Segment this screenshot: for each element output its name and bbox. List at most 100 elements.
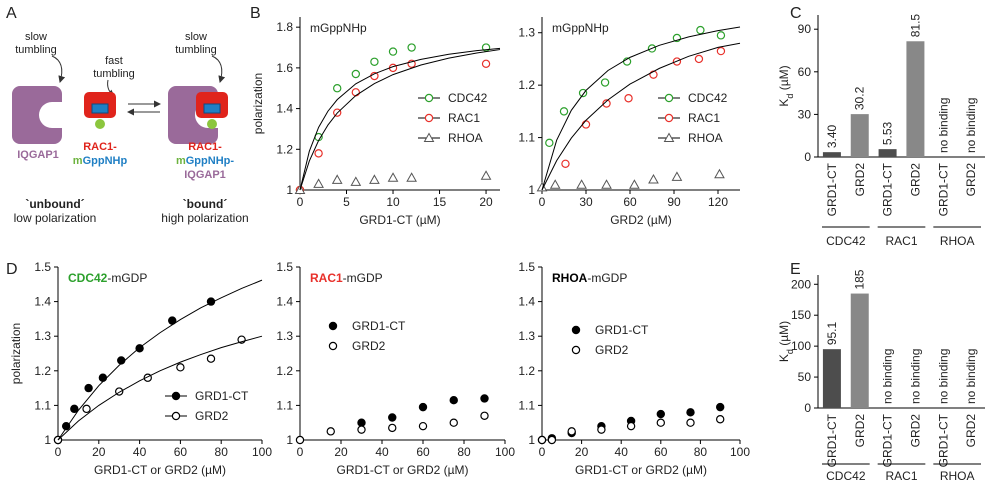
- y-axis-label: polarization: [251, 73, 265, 134]
- data-point: [597, 425, 606, 434]
- diagram-text: tumbling: [15, 44, 57, 56]
- data-point: [629, 179, 640, 189]
- y-tick-label: 1.4: [34, 295, 51, 309]
- chart-title: CDC42-mGDP: [68, 271, 147, 285]
- y-axis-label-part: d: [785, 349, 795, 354]
- diagram-text: fast: [105, 55, 123, 67]
- data-point: [350, 176, 362, 186]
- y-tick-label: 1: [286, 433, 293, 447]
- x-tick-label: GRD2: [964, 414, 978, 448]
- y-tick-label: 150: [791, 308, 811, 322]
- data-point: [694, 54, 704, 64]
- x-axis-label: GRD1-CT or GRD2 (µM): [94, 463, 226, 477]
- arrow: [51, 55, 66, 83]
- x-tick-label: 0: [297, 445, 304, 459]
- group-label: RAC1: [885, 469, 917, 483]
- value-label: 81.5: [908, 14, 922, 38]
- data-point: [561, 159, 570, 168]
- x-tick-label: 40: [375, 445, 389, 459]
- x-tick-label: GRD2: [853, 414, 867, 448]
- data-point: [545, 138, 554, 148]
- legend-label: CDC42: [448, 91, 488, 105]
- data-point: [600, 78, 610, 87]
- data-point: [70, 404, 79, 414]
- y-tick-label: 0: [804, 150, 811, 164]
- x-tick-label: 40: [133, 445, 147, 459]
- x-tick-label: 20: [92, 445, 106, 459]
- legend-marker: [171, 411, 181, 421]
- legend-marker: [424, 93, 434, 103]
- x-tick-label: 10: [386, 195, 400, 209]
- diagram-text: slow: [185, 31, 207, 43]
- x-tick-label: 100: [495, 445, 515, 459]
- group-label: CDC42: [826, 234, 866, 248]
- x-axis-label: GRD2 (µM): [610, 213, 672, 227]
- data-point: [716, 415, 725, 424]
- y-tick-label: 1.2: [34, 364, 51, 378]
- y-tick-label: 1.1: [276, 398, 293, 412]
- chart-title-highlight: RHOA: [552, 271, 588, 285]
- y-tick-label: 1: [528, 183, 535, 197]
- data-point: [481, 59, 491, 69]
- bar: [850, 114, 869, 157]
- diagram-text: `bound´: [183, 197, 228, 211]
- value-label: no binding: [936, 349, 950, 404]
- data-point: [449, 396, 458, 405]
- data-point: [314, 149, 323, 158]
- value-label: no binding: [936, 98, 950, 153]
- data-point: [357, 425, 366, 434]
- y-tick-label: 200: [791, 277, 811, 291]
- data-point: [626, 421, 636, 431]
- y-tick-label: 1.5: [518, 260, 535, 274]
- x-tick-label: 90: [667, 195, 681, 209]
- legend-label: GRD1-CT: [595, 323, 649, 337]
- x-tick-label: 0: [297, 195, 304, 209]
- y-tick-label: 1.5: [276, 260, 293, 274]
- legend-label: RHOA: [448, 131, 483, 145]
- data-point: [648, 173, 659, 184]
- diagram-text: IQGAP1: [184, 169, 226, 181]
- data-point: [84, 383, 93, 393]
- y-tick-label: 50: [798, 370, 812, 384]
- diagram-text: tumbling: [175, 44, 217, 56]
- value-label: no binding: [881, 349, 895, 404]
- x-tick-label: 60: [623, 195, 637, 209]
- x-tick-label: 80: [215, 445, 229, 459]
- data-point: [656, 409, 666, 419]
- x-tick-label: 20: [334, 445, 348, 459]
- group-label: CDC42: [826, 469, 866, 483]
- panel-label: C: [790, 5, 802, 22]
- y-tick-label: 1.2: [276, 142, 293, 156]
- x-tick-label: GRD1-CT: [936, 162, 950, 216]
- y-tick-label: 1.3: [518, 26, 535, 40]
- iqgap1-shape: [12, 86, 62, 144]
- y-tick-label: 1.2: [276, 364, 293, 378]
- x-tick-label: 20: [575, 445, 589, 459]
- data-point: [369, 174, 380, 184]
- arrow: [211, 55, 226, 83]
- legend-marker: [328, 321, 338, 331]
- x-tick-label: 80: [457, 445, 471, 459]
- data-point: [714, 168, 725, 179]
- data-point: [547, 435, 557, 445]
- diagram-text: high polarization: [161, 211, 248, 225]
- x-tick-label: GRD1-CT: [881, 413, 895, 467]
- value-label: 3.40: [825, 124, 839, 148]
- data-point: [295, 435, 305, 445]
- data-point: [61, 421, 71, 431]
- fit-line: [541, 42, 741, 191]
- x-tick-label: 5: [343, 195, 350, 209]
- data-point: [581, 120, 591, 129]
- panel-label: B: [250, 5, 261, 22]
- group-label: RHOA: [940, 234, 975, 248]
- diagram-text: GppNHp-: [186, 155, 235, 167]
- label-dot: [95, 119, 105, 129]
- y-axis-label-part: (µM): [777, 321, 791, 349]
- y-axis-label-part: K: [777, 99, 791, 107]
- bar: [878, 149, 897, 157]
- label-dot: [207, 119, 217, 129]
- chart-title-rest: -mGDP: [107, 271, 147, 285]
- legend-label: CDC42: [688, 91, 728, 105]
- y-tick-label: 1.1: [34, 398, 51, 412]
- data-point: [418, 421, 428, 431]
